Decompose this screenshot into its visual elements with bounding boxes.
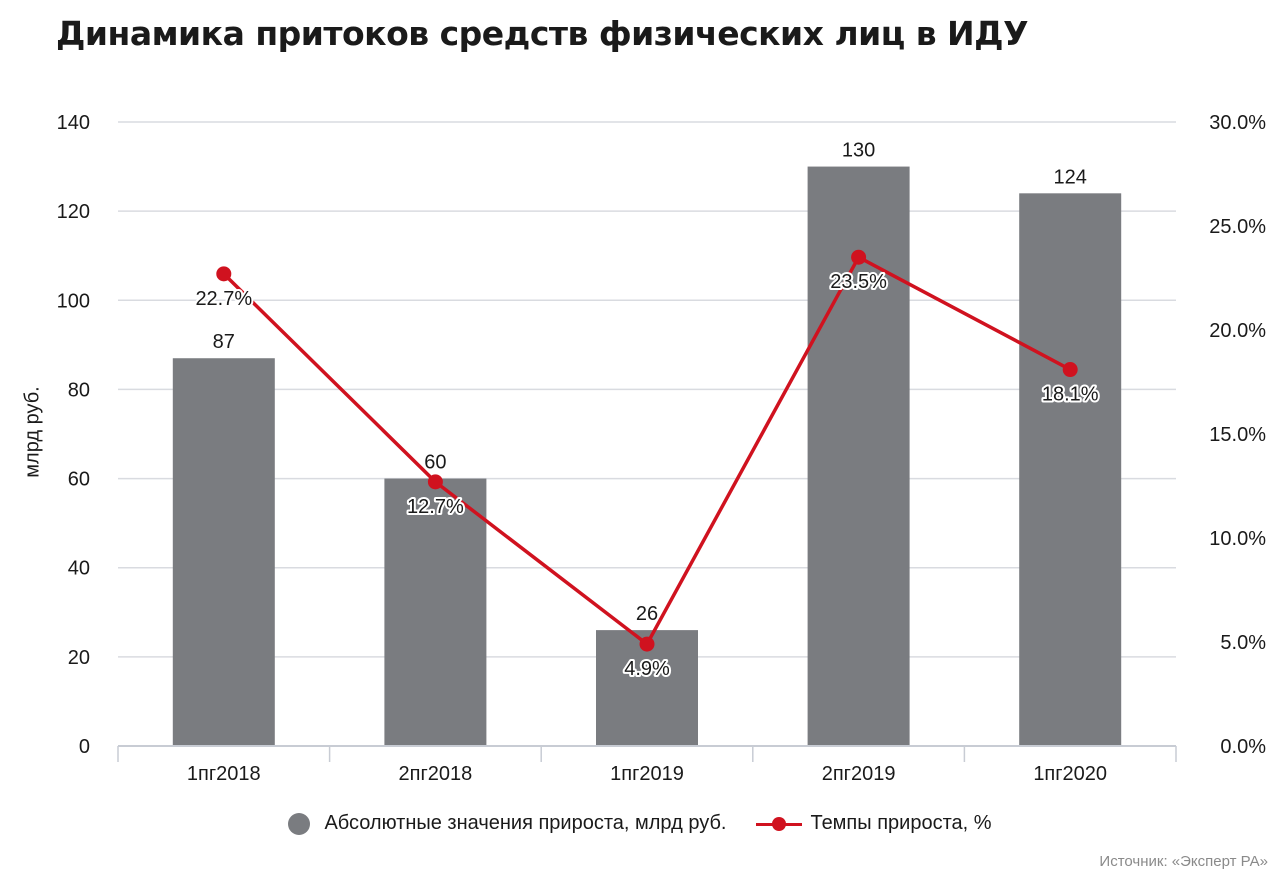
y2-tick-label: 15.0% bbox=[1209, 424, 1266, 446]
legend-item-line: Темпы прироста, % bbox=[726, 812, 992, 835]
growth-value-label: 23.5% bbox=[830, 271, 887, 293]
y-tick-label: 120 bbox=[57, 201, 90, 223]
y2-tick-label: 20.0% bbox=[1209, 320, 1266, 342]
growth-value-label: 12.7% bbox=[407, 496, 464, 518]
growth-point bbox=[216, 266, 232, 282]
growth-value-label: 4.9% bbox=[624, 658, 670, 680]
y-tick-label: 80 bbox=[68, 379, 90, 401]
bar-value-label: 26 bbox=[636, 603, 658, 625]
bar-value-label: 87 bbox=[213, 331, 235, 353]
legend-label-line: Темпы прироста, % bbox=[810, 812, 992, 834]
y2-tick-label: 5.0% bbox=[1220, 632, 1266, 654]
growth-value-label: 22.7% bbox=[195, 288, 252, 310]
legend-line-swatch bbox=[756, 813, 803, 835]
x-tick-label: 1пг2020 bbox=[1033, 763, 1107, 785]
bar bbox=[384, 478, 487, 746]
growth-line bbox=[216, 249, 1078, 652]
legend-label-bars: Абсолютные значения прироста, млрд руб. bbox=[324, 812, 727, 834]
y-tick-label: 40 bbox=[68, 558, 90, 580]
y-tick-label: 140 bbox=[57, 112, 90, 134]
data-labels: 87 60 26 130 124 22.7% 12.7% 4.9% 23.5% 18.1% bbox=[193, 140, 1100, 683]
bar-value-label: 130 bbox=[842, 140, 875, 162]
x-tick-label: 2пг2018 bbox=[399, 763, 473, 785]
growth-point bbox=[427, 474, 443, 490]
y-tick-label: 0 bbox=[79, 736, 90, 758]
y-tick-label: 20 bbox=[68, 647, 90, 669]
y2-tick-label: 10.0% bbox=[1209, 528, 1266, 550]
growth-value-label: 18.1% bbox=[1042, 384, 1099, 406]
y-tick-label: 60 bbox=[68, 469, 90, 491]
bar bbox=[1019, 193, 1122, 747]
bar-value-label: 60 bbox=[424, 452, 446, 474]
legend-item-bars: Абсолютные значения прироста, млрд руб. bbox=[288, 812, 726, 835]
x-tick-label: 2пг2019 bbox=[822, 763, 896, 785]
x-tick-label: 1пг2019 bbox=[610, 763, 684, 785]
y-tick-label: 100 bbox=[57, 290, 90, 312]
gridlines bbox=[118, 121, 1176, 658]
axes: 0 20 40 60 80 100 120 140 0.0% 5.0% 10.0% 15.0% 20.0… bbox=[57, 112, 1267, 785]
growth-point bbox=[851, 249, 867, 265]
y2-tick-label: 25.0% bbox=[1209, 216, 1266, 238]
legend-bar-swatch bbox=[288, 812, 311, 835]
bar bbox=[172, 358, 275, 746]
bar-value-label: 124 bbox=[1054, 166, 1087, 188]
legend: Абсолютные значения прироста, млрд руб. … bbox=[0, 812, 1280, 835]
source-note: Источник: «Эксперт РА» bbox=[1099, 853, 1268, 870]
growth-point bbox=[1062, 362, 1078, 378]
growth-point bbox=[639, 636, 655, 652]
chart-title: Динамика притоков средств физических лиц… bbox=[56, 14, 1029, 53]
growth-line-path bbox=[222, 255, 1072, 646]
y2-tick-label: 30.0% bbox=[1209, 112, 1266, 134]
x-tick-label: 1пг2018 bbox=[187, 763, 261, 785]
y2-tick-label: 0.0% bbox=[1220, 736, 1266, 758]
bars bbox=[172, 166, 1122, 747]
